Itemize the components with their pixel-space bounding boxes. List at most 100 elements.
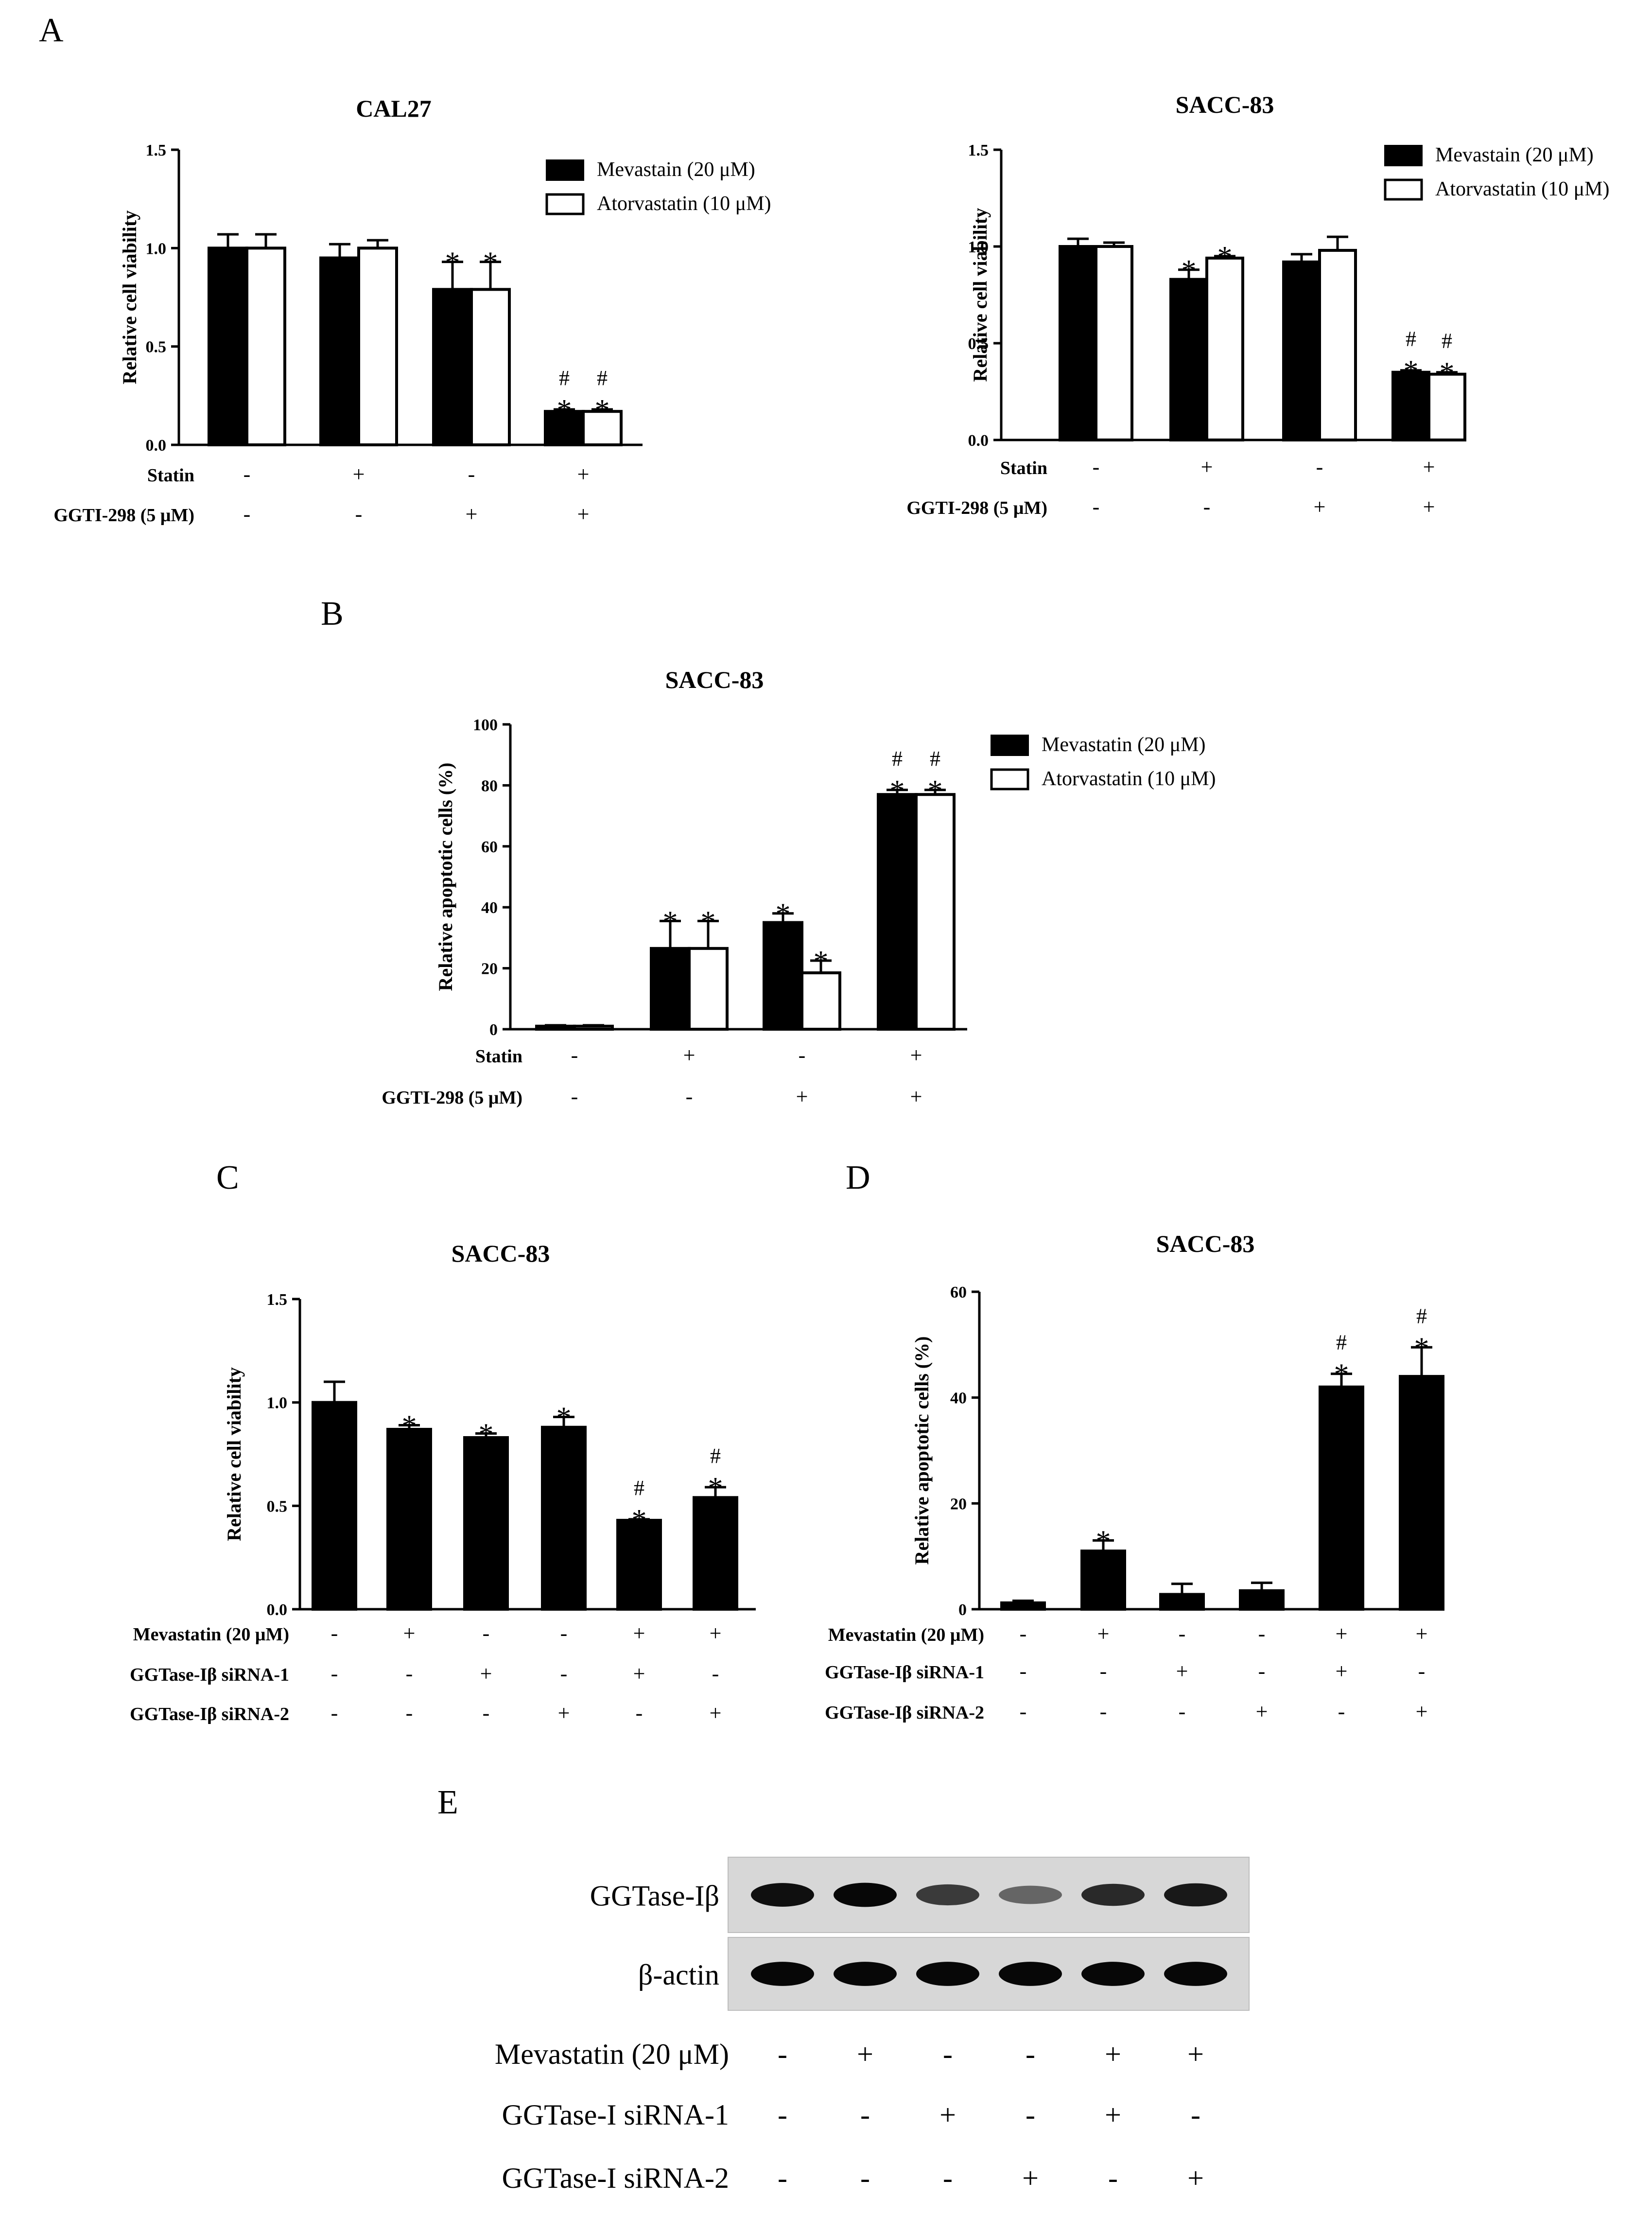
- bar: [650, 947, 691, 1031]
- y-axis-label: Relative apoptotic cells (%): [911, 1336, 933, 1565]
- blot-band: [834, 1882, 897, 1907]
- bar: [386, 1427, 432, 1611]
- blot-band: [1164, 1883, 1227, 1907]
- bar: [1159, 1593, 1205, 1611]
- condition-sign: -: [1179, 1700, 1186, 1723]
- significance-star: *: [483, 246, 498, 280]
- bar: [1000, 1601, 1046, 1611]
- blot-condition-sign: +: [1187, 2038, 1204, 2070]
- bar: [1169, 278, 1208, 441]
- significance-hash: #: [930, 747, 940, 771]
- condition-sign: +: [1416, 1622, 1428, 1646]
- blot-row-label: β-actin: [638, 1959, 719, 1991]
- blot-condition-sign: +: [939, 2099, 956, 2131]
- condition-sign: -: [636, 1701, 643, 1725]
- bar: [800, 971, 841, 1031]
- condition-label: GGTase-Iβ siRNA-2: [825, 1703, 984, 1723]
- western-blot: GGTase-Iβ β-actin Mevastatin (20 μM) - + - - + +…: [495, 1857, 1250, 2194]
- panel-label-b: B: [321, 595, 344, 633]
- legend-label-mevastatin: Mevastatin (20 μM): [1042, 734, 1205, 756]
- condition-sign: +: [910, 1043, 922, 1067]
- significance-star: *: [1096, 1525, 1111, 1558]
- condition-sign: +: [1097, 1622, 1110, 1646]
- bar: [1080, 1549, 1126, 1611]
- significance-hash: #: [1336, 1331, 1347, 1354]
- condition-sign: +: [480, 1662, 492, 1686]
- condition-sign: +: [633, 1662, 645, 1686]
- significance-star: *: [402, 1409, 417, 1442]
- y-tick-label: 20: [481, 960, 498, 978]
- bar: [319, 256, 360, 446]
- significance-star: *: [890, 774, 905, 808]
- blot-condition-sign: -: [1026, 2099, 1035, 2131]
- condition-sign: -: [1316, 455, 1323, 479]
- condition-sign: +: [683, 1043, 696, 1067]
- condition-sign: +: [1423, 495, 1435, 519]
- y-axis-label: Relative apoptotic cells (%): [435, 763, 456, 991]
- blot-condition-sign: -: [860, 2099, 870, 2131]
- legend-label-atorvastatin: Atorvastatin (10 μM): [597, 193, 771, 215]
- condition-sign: -: [331, 1621, 338, 1645]
- blot-condition-sign: +: [1105, 2099, 1121, 2131]
- y-tick-label: 0.0: [968, 432, 989, 450]
- blot-condition-sign: -: [778, 2038, 787, 2070]
- condition-sign: +: [1256, 1700, 1268, 1723]
- legend-swatch-atorvastatin: [545, 193, 585, 215]
- y-tick-label: 0.5: [267, 1497, 288, 1515]
- significance-star: *: [701, 905, 716, 938]
- significance-star: *: [1217, 241, 1233, 274]
- significance-star: *: [1404, 355, 1419, 388]
- chart-d-sacc83-apoptosis: SACC-83 Relative apoptotic cells (%) 0 20 40…: [825, 1230, 1444, 1723]
- significance-star: *: [445, 246, 460, 280]
- y-tick-label: 60: [950, 1283, 967, 1301]
- y-tick-label: 20: [950, 1495, 967, 1513]
- condition-sign: -: [1338, 1700, 1345, 1723]
- chart-title: CAL27: [356, 95, 432, 122]
- legend-swatch-mevastain: [1384, 145, 1423, 166]
- condition-sign: -: [483, 1621, 490, 1645]
- condition-sign: +: [1423, 455, 1435, 479]
- blot-condition-sign: -: [860, 2162, 870, 2194]
- condition-sign: +: [910, 1085, 922, 1108]
- significance-star: *: [632, 1504, 647, 1537]
- y-tick-label: 80: [481, 777, 498, 795]
- significance-hash: #: [597, 366, 608, 390]
- condition-sign: -: [331, 1662, 338, 1686]
- legend-label-mevastain: Mevastain (20 μM): [1435, 144, 1594, 166]
- condition-sign: -: [1418, 1659, 1426, 1683]
- condition-label: GGTI-298 (5 μM): [382, 1088, 522, 1108]
- y-tick-label: 0: [958, 1601, 967, 1619]
- bar: [1399, 1375, 1444, 1611]
- bar: [688, 947, 729, 1031]
- blot-band: [751, 1962, 814, 1986]
- significance-star: *: [595, 394, 610, 427]
- condition-label: GGTase-Iβ siRNA-2: [130, 1704, 289, 1724]
- y-tick-label: 1.0: [968, 238, 989, 256]
- significance-star: *: [814, 945, 829, 978]
- bar: [1391, 370, 1430, 442]
- bar: [1282, 260, 1321, 442]
- y-tick-label: 40: [481, 899, 498, 917]
- blot-condition-sign: -: [943, 2038, 953, 2070]
- condition-sign: +: [577, 462, 590, 486]
- legend-swatch-atorvastatin: [990, 768, 1029, 791]
- bar: [463, 1436, 509, 1611]
- condition-sign: -: [1020, 1700, 1027, 1723]
- bar: [245, 246, 286, 446]
- condition-sign: -: [1258, 1659, 1266, 1683]
- y-tick-label: 100: [473, 716, 498, 734]
- condition-sign: -: [331, 1701, 338, 1725]
- bar: [470, 288, 511, 447]
- y-tick-label: 60: [481, 838, 498, 856]
- blot-band: [999, 1885, 1062, 1904]
- bar: [573, 1024, 614, 1031]
- bar: [763, 921, 803, 1031]
- condition-sign: +: [1336, 1659, 1348, 1683]
- condition-sign: -: [1203, 495, 1211, 519]
- panel-label-e: E: [437, 1784, 458, 1821]
- significance-star: *: [1334, 1358, 1349, 1391]
- y-tick-label: 1.5: [267, 1291, 288, 1309]
- bar: [877, 793, 918, 1031]
